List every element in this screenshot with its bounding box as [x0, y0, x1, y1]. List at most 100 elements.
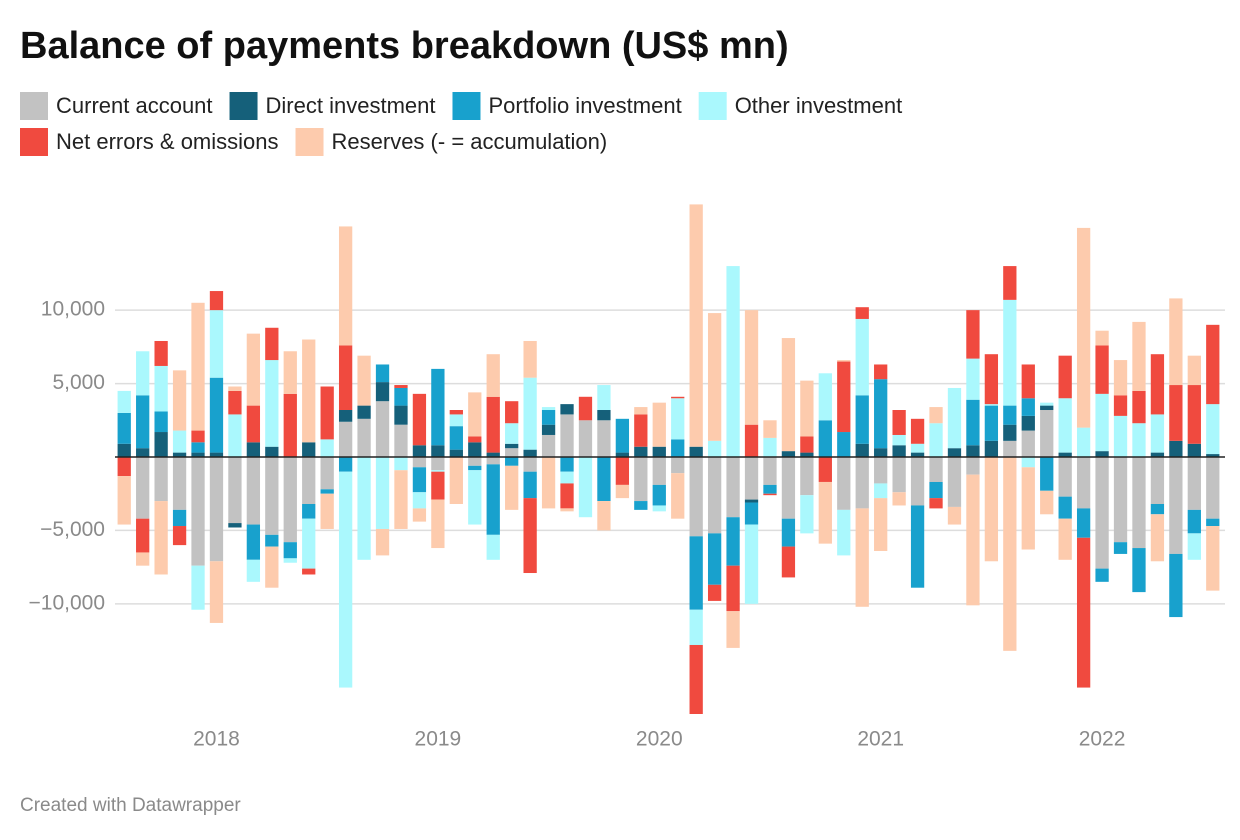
bar-segment — [652, 484, 666, 506]
bar-segment — [1021, 364, 1035, 399]
bar-segment — [412, 492, 427, 509]
bar-segment — [726, 611, 740, 648]
bar-segment — [1058, 457, 1072, 497]
legend-swatch — [20, 128, 48, 156]
bar-segment — [763, 420, 777, 438]
bar-segment — [136, 448, 150, 457]
bar-segment — [910, 457, 925, 506]
bar-segment — [707, 313, 722, 441]
bar-segment — [781, 546, 796, 578]
bar-segment — [984, 354, 999, 405]
bar-segment — [966, 474, 980, 606]
bar-segment — [1150, 414, 1165, 453]
bar-segment — [209, 310, 224, 378]
bar-segment — [283, 558, 297, 563]
bar-segment — [1058, 452, 1072, 457]
bar-segment — [966, 310, 980, 359]
bar-segment — [726, 565, 740, 612]
bar-segment — [1169, 385, 1183, 441]
bar-segment — [689, 644, 703, 714]
bar-segment — [338, 410, 353, 422]
bar-segment — [855, 395, 869, 444]
bar-segment — [136, 351, 150, 396]
bar-segment — [154, 340, 168, 366]
bar-segment — [578, 396, 593, 421]
bar-segment — [763, 484, 777, 494]
bar-segment — [468, 465, 482, 471]
bar-segment — [855, 457, 869, 509]
bar-segment — [874, 448, 888, 457]
bar-segment — [505, 423, 519, 444]
bar-segment — [1206, 518, 1220, 527]
bar-segment — [486, 452, 500, 457]
bar-segment — [541, 424, 556, 435]
bar-segment — [652, 446, 666, 457]
bar-segment — [265, 457, 279, 535]
bar-segment — [1113, 360, 1128, 396]
bar-segment — [228, 386, 242, 391]
bar-segment — [744, 499, 759, 503]
bar-segment — [338, 421, 353, 457]
bar-segment — [892, 434, 906, 446]
bar-segment — [744, 457, 759, 500]
bar-segment — [1169, 457, 1183, 554]
legend-label: Current account — [56, 93, 213, 118]
bar-segment — [228, 414, 242, 457]
bar-segment — [1095, 457, 1109, 569]
bar-segment — [191, 452, 205, 457]
bar-segment — [117, 457, 131, 477]
bar-segment — [412, 445, 427, 457]
bar-segment — [578, 457, 593, 518]
bar-segment — [1206, 526, 1220, 591]
bar-segment — [1095, 345, 1109, 394]
bar-segment — [302, 518, 316, 569]
bar-segment — [892, 410, 906, 435]
legend-label: Direct investment — [266, 93, 436, 118]
bar-segment — [246, 333, 261, 406]
x-tick-label: 2022 — [1079, 728, 1126, 751]
bar-segment — [910, 418, 925, 444]
chart-title: Balance of payments breakdown (US$ mn) — [20, 25, 789, 67]
bar-segment — [855, 508, 869, 607]
bar-segment — [265, 327, 279, 361]
bar-segment — [744, 310, 759, 425]
bar-segment — [1132, 548, 1146, 593]
bar-segment — [597, 501, 611, 531]
bar-segment — [449, 449, 463, 457]
bar-segment — [246, 405, 261, 443]
bar-segment — [1150, 514, 1165, 562]
bar-segment — [172, 526, 187, 546]
bar-segment — [744, 424, 759, 457]
bar-segment — [154, 432, 168, 457]
bar-segment — [615, 418, 630, 453]
bar-segment — [910, 505, 925, 588]
bar-segment — [1113, 395, 1128, 416]
bar-segment — [1187, 509, 1201, 534]
bar-segment — [744, 524, 759, 604]
bar-segment — [1150, 457, 1165, 504]
bar-segment — [246, 442, 261, 457]
bar-segment — [1021, 398, 1035, 416]
bar-segment — [228, 390, 242, 415]
bar-segment — [209, 452, 224, 457]
bar-segment — [966, 445, 980, 457]
bar-segment — [1040, 405, 1054, 411]
bar-segment — [615, 484, 630, 499]
bar-segment — [338, 345, 353, 411]
bar-segment — [1095, 330, 1109, 346]
bar-segment — [818, 420, 832, 457]
bar-segment — [449, 414, 463, 427]
bar-segment — [449, 426, 463, 450]
legend-label: Reserves (- = accumulation) — [332, 129, 608, 154]
bar-segment — [652, 505, 666, 512]
bar-segment — [320, 489, 334, 494]
bar-segment — [671, 473, 685, 519]
bar-segment — [929, 457, 943, 482]
bar-segment — [671, 396, 685, 399]
bar-segment — [855, 443, 869, 457]
bar-segment — [1150, 503, 1165, 515]
bar-segment — [855, 307, 869, 319]
bar-segment — [375, 364, 390, 383]
bar-segment — [486, 534, 500, 560]
bar-segment — [431, 499, 445, 549]
